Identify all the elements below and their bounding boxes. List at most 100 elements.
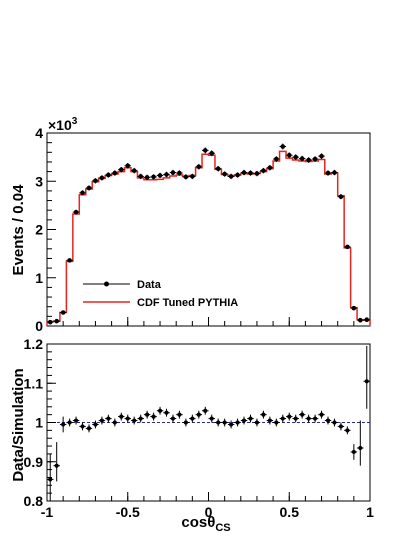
data-point (306, 157, 311, 163)
data-point (280, 144, 286, 149)
legend-data-label: Data (137, 279, 162, 291)
legend-simulation-label: CDF Tuned PYTHIA (137, 297, 238, 309)
data-point (125, 163, 131, 169)
legend-entry-simulation: CDF Tuned PYTHIA (83, 297, 238, 309)
ratio-x-tick-label: 0 (205, 504, 213, 520)
ratio-point (67, 420, 72, 425)
ratio-y-tick-label: 1.1 (24, 375, 44, 391)
ratio-point (241, 418, 247, 423)
data-point (183, 174, 189, 180)
ratio-point (73, 418, 79, 423)
ratio-point (125, 416, 130, 421)
ratio-point (351, 449, 356, 455)
ratio-point (106, 416, 111, 421)
ratio-y-tick-label: 0.8 (24, 493, 44, 509)
data-point (86, 185, 92, 191)
ratio-point (312, 416, 318, 421)
ratio-point (93, 422, 98, 427)
ratio-point (61, 422, 66, 427)
ratio-x-tick-label: 1 (366, 504, 374, 520)
ratio-point (203, 408, 208, 413)
data-point (248, 170, 253, 176)
ratio-x-ticks: -1 -0.5 0 0.5 1 (41, 492, 374, 520)
ratio-point (280, 416, 285, 421)
ratio-point (267, 418, 272, 423)
events-y-tick-label: 1 (35, 270, 43, 286)
data-point (177, 170, 182, 176)
data-point (144, 175, 150, 180)
ratio-points (47, 345, 370, 501)
ratio-point (338, 424, 344, 429)
data-point (325, 170, 331, 176)
ratio-x-tick-label: -0.5 (116, 504, 140, 520)
ratio-point (261, 412, 266, 417)
events-y-multiplier: ×103 (48, 116, 78, 133)
ratio-point (229, 422, 234, 427)
ratio-point (216, 420, 221, 425)
data-point (151, 174, 156, 180)
data-point (286, 152, 292, 158)
data-point (73, 209, 79, 215)
data-point (351, 305, 357, 311)
data-point (267, 165, 273, 171)
data-point (170, 170, 176, 175)
ratio-point (151, 414, 156, 419)
data-point (312, 156, 318, 162)
data-point (157, 173, 163, 178)
data-point (196, 164, 202, 170)
ratio-point (300, 412, 305, 417)
ratio-y-tick-label: 0.9 (24, 454, 44, 470)
ratio-point (132, 418, 137, 423)
events-y-tick-label: 4 (35, 125, 43, 141)
data-point (222, 171, 227, 177)
data-point (338, 194, 344, 199)
legend-entry-data: Data (83, 279, 162, 291)
data-point (164, 172, 169, 177)
events-panel: 0 1 2 3 4 ×103 Events / 0.04 Data CDF Tuned … (10, 116, 371, 334)
ratio-point (274, 420, 279, 425)
data-point (93, 178, 98, 184)
events-y-tick-label: 2 (35, 222, 43, 238)
ratio-point (164, 410, 169, 415)
ratio-point (54, 463, 59, 468)
data-point (209, 150, 215, 156)
ratio-x-tick-label: 0.5 (280, 504, 300, 520)
ratio-point (190, 416, 195, 421)
data-point (274, 156, 279, 162)
ratio-point (293, 416, 298, 421)
data-point (299, 156, 305, 161)
data-point (228, 174, 234, 179)
data-point (80, 190, 85, 196)
ratio-point (332, 420, 337, 425)
data-point (112, 170, 118, 176)
ratio-point (358, 445, 363, 451)
data-point (138, 174, 143, 179)
data-point (261, 168, 266, 173)
data-point (60, 310, 66, 315)
ratio-point (170, 416, 176, 421)
ratio-y-ticks: 0.8 0.9 1 1.1 1.2 (24, 336, 56, 509)
data-point (364, 317, 370, 323)
data-point (358, 317, 363, 323)
ratio-point (112, 420, 117, 425)
ratio-point (209, 416, 214, 421)
ratio-point (145, 412, 150, 417)
ratio-point (183, 420, 188, 425)
data-point (332, 170, 337, 175)
data-point (293, 154, 299, 160)
data-point (67, 258, 72, 263)
data-points (47, 143, 370, 325)
data-point (106, 172, 111, 178)
data-point (215, 166, 221, 172)
data-point (254, 171, 260, 176)
data-point (319, 153, 324, 159)
ratio-point (86, 426, 92, 431)
data-point (131, 168, 137, 173)
data-point (54, 318, 59, 324)
ratio-point (306, 416, 311, 421)
ratio-point (254, 420, 260, 425)
events-y-tick-label: 3 (35, 173, 43, 189)
data-point (202, 148, 208, 153)
ratio-point (248, 416, 253, 421)
